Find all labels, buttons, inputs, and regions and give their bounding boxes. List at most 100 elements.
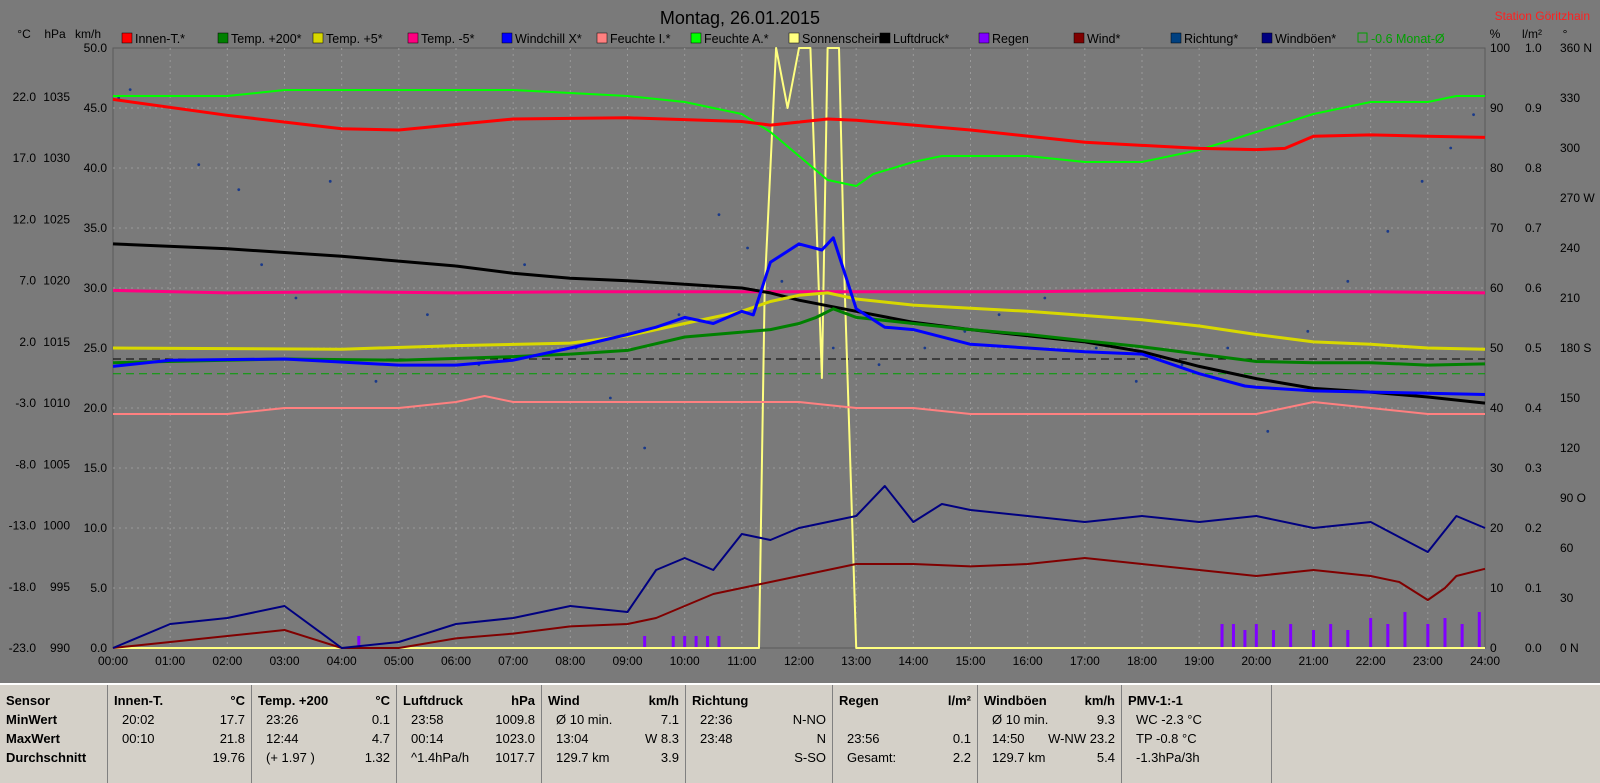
unit-label-percent: % (1490, 27, 1501, 41)
axes: 00:00 01:00 02:00 03:00 04:00 05:00 06:00 07:00… (9, 41, 1596, 668)
rain-bar (643, 636, 647, 648)
stats-col: Luftdruck hPa 23:58 1009.8 00:14 1023.0 ^1.4hP… (397, 685, 542, 783)
y-tick-label-temp: -18.0 (9, 580, 37, 594)
series-line-wind (112, 557, 1486, 649)
stats-header-label: Wind (548, 693, 580, 708)
legend-label: Richtung* (1184, 32, 1238, 46)
stats-cell: -1.3hPa/3h (1128, 748, 1265, 767)
stats-header-label: Regen (839, 693, 879, 708)
stats-col: Regen l/m² 23:56 0.1 Gesamt: 2.2 (833, 685, 978, 783)
y-tick-label-rain: 0.5 (1525, 341, 1542, 355)
stats-cell: TP -0.8 °C (1128, 729, 1265, 748)
stats-panel: Sensor MinWert MaxWert Durchschnitt Inne… (0, 683, 1600, 783)
legend-label: Temp. -5* (421, 32, 475, 46)
y-tick-label-wind: 10.0 (84, 521, 108, 535)
stats-cell-value: 1023.0 (495, 731, 535, 746)
series-lines (112, 47, 1486, 649)
stats-col: Wind km/h Ø 10 min. 7.1 13:04 W 8.3 129.7 km 3.… (542, 685, 686, 783)
y-tick-label-rain: 0.4 (1525, 401, 1542, 415)
stats-cell-time: 00:14 (411, 731, 444, 746)
y-tick-label-pressure: 1000 (43, 519, 70, 533)
direction-point (197, 163, 201, 167)
stats-header: PMV-1:-1 (1128, 691, 1265, 710)
stats-cell-value: 1.32 (364, 750, 390, 765)
stats-cell: Gesamt: 2.2 (839, 748, 971, 767)
stats-cell-value: 2.2 (952, 750, 971, 765)
rain-bar (1243, 630, 1247, 648)
series-line-sonnenschein (113, 47, 1485, 649)
legend-swatch (407, 32, 419, 44)
x-tick-label: 24:00 (1470, 654, 1500, 668)
direction-point (1134, 379, 1138, 383)
y-tick-label-direction: 180 S (1560, 341, 1591, 355)
rain-bar (1329, 624, 1333, 648)
series-line-temp-200 (112, 307, 1486, 367)
stats-cell-value: 21.8 (219, 731, 245, 746)
stats-label-max: MaxWert (6, 731, 60, 746)
unit-label-hpa: hPa (44, 27, 66, 41)
x-tick-label: 16:00 (1013, 654, 1043, 668)
y-tick-label-pressure: 1005 (43, 457, 70, 471)
x-tick-label: 04:00 (327, 654, 357, 668)
y-tick-label-wind: 25.0 (84, 341, 108, 355)
y-tick-label-direction: 60 (1560, 541, 1574, 555)
y-tick-label-percent: 30 (1490, 461, 1504, 475)
x-tick-label: 08:00 (555, 654, 585, 668)
stats-header-label: Temp. +200 (258, 693, 329, 708)
direction-point (1266, 429, 1270, 433)
stats-cell: 23:48 N (692, 729, 826, 748)
stats-header: Innen-T. °C (114, 691, 245, 710)
rain-bar (1289, 624, 1293, 648)
y-tick-label-direction: 270 W (1560, 191, 1595, 205)
stats-cell-time: 22:36 (700, 712, 733, 727)
y-tick-label-wind: 45.0 (84, 101, 108, 115)
y-tick-label-rain: 0.3 (1525, 461, 1542, 475)
rain-bar (1460, 624, 1464, 648)
y-tick-label-percent: 20 (1490, 521, 1504, 535)
y-tick-label-temp: 7.0 (19, 274, 36, 288)
direction-point (523, 263, 526, 267)
y-tick-label-direction: 90 O (1560, 491, 1586, 505)
direction-point (237, 188, 241, 192)
y-tick-label-percent: 80 (1490, 161, 1504, 175)
stats-header-unit: hPa (511, 693, 535, 708)
direction-point (643, 446, 647, 450)
stats-cell-time: WC -2.3 °C (1136, 712, 1202, 727)
stats-cell: 00:14 1023.0 (403, 729, 535, 748)
rain-bar (1254, 624, 1258, 648)
stats-cell: 23:56 0.1 (839, 729, 971, 748)
y-tick-label-pressure: 990 (50, 641, 70, 655)
unit-label-degree: ° (1563, 27, 1568, 41)
rain-bar (1231, 624, 1235, 648)
stats-cell-time: 23:56 (847, 731, 880, 746)
stats-cell-value: 0.1 (952, 731, 971, 746)
stats-cell: 23:26 0.1 (258, 710, 390, 729)
stats-cell-time: -1.3hPa/3h (1136, 750, 1200, 765)
x-tick-label: 07:00 (498, 654, 528, 668)
stats-cell-value: S-SO (794, 750, 826, 765)
stats-cell-value: 17.7 (219, 712, 245, 727)
rain-bar (671, 636, 675, 648)
legend-swatch (217, 32, 229, 44)
x-tick-label: 17:00 (1070, 654, 1100, 668)
stats-cell-time (839, 712, 847, 727)
stats-header-unit: l/m² (947, 693, 971, 708)
stats-col: Innen-T. °C 20:02 17.7 00:10 21.8 19.76 (108, 685, 252, 783)
rain-bar (1477, 612, 1481, 648)
y-tick-label-wind: 35.0 (84, 221, 108, 235)
rain-bar (1220, 624, 1224, 648)
direction-point (608, 396, 612, 400)
y-tick-label-temp: 17.0 (13, 151, 37, 165)
stats-cell: 23:58 1009.8 (403, 710, 535, 729)
stats-cell-value: W-NW 23.2 (1048, 731, 1115, 746)
y-tick-label-percent: 70 (1490, 221, 1504, 235)
legend-swatch (596, 32, 608, 44)
legend-swatch (1073, 32, 1085, 44)
y-tick-label-temp: -3.0 (15, 396, 36, 410)
legend-label: Feuchte A.* (704, 32, 769, 46)
y-tick-label-percent: 100 (1490, 41, 1510, 55)
stats-cell-time (692, 750, 700, 765)
series-line-feuchte-a (113, 89, 1485, 187)
x-tick-label: 10:00 (670, 654, 700, 668)
stats-header: Windböen km/h (984, 691, 1115, 710)
